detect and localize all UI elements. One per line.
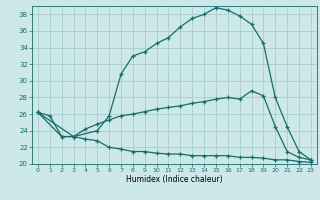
X-axis label: Humidex (Indice chaleur): Humidex (Indice chaleur) (126, 175, 223, 184)
